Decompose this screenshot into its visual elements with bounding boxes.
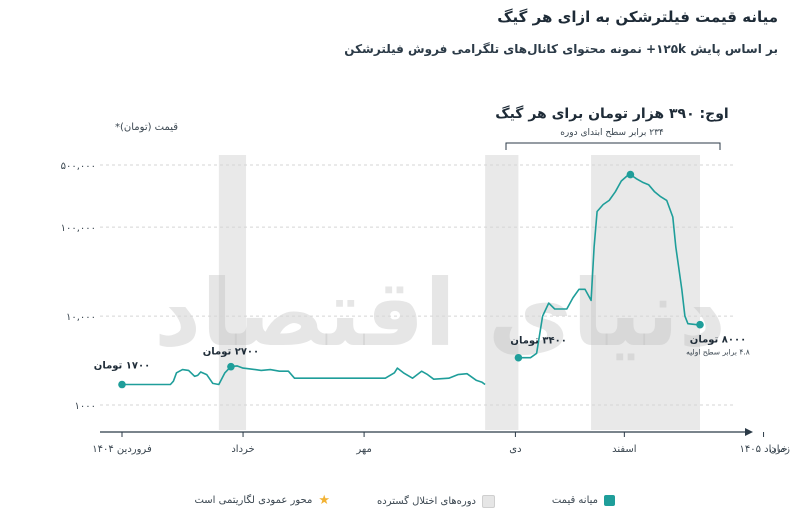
point-label-0: ۱۷۰۰ تومان: [94, 361, 150, 372]
disruption-band-0: [218, 155, 247, 430]
data-point-3: [696, 320, 704, 329]
series-line-segment-1: [518, 173, 700, 359]
legend-swatch-disruption: [482, 495, 495, 508]
x-axis-arrow-icon: [745, 428, 753, 436]
legend-swatch-median: [604, 495, 615, 506]
y-tick-label-0: ۱۰۰۰: [75, 401, 96, 412]
x-tick-label-2: مهر: [355, 444, 371, 455]
point-label-2: ۳۴۰۰ تومان: [510, 336, 566, 347]
peak-note: ۲۳۴ برابر سطح ابتدای دوره: [560, 128, 664, 138]
y-tick-label-1: ۱۰,۰۰۰: [66, 312, 96, 323]
peak-point: [626, 170, 635, 179]
star-icon: ★: [318, 493, 330, 508]
y-axis-label: قیمت (تومان)*: [115, 122, 178, 133]
point-note-3: ۴.۸ برابر سطح اولیه: [686, 348, 750, 357]
legend-item-median: میانه قیمت: [552, 495, 615, 506]
x-tick-label-4: اسفند: [612, 444, 636, 455]
data-point-2: [514, 353, 523, 362]
legend-label-log-note: محور عمودی لگاریتمی است: [194, 495, 313, 506]
x-tick-label-3: دی: [509, 444, 521, 455]
series-line-segment-0: [122, 365, 486, 386]
chart-title: میانه قیمت فیلترشکن به ازای هر گیگ: [497, 8, 778, 26]
data-point-1: [227, 362, 235, 371]
peak-bracket: [505, 142, 721, 150]
x-axis-label: زمان: [769, 444, 790, 455]
x-tick-label-0: فروردین ۱۴۰۴: [92, 444, 152, 455]
point-label-3: ۸۰۰۰ تومان: [690, 335, 746, 346]
x-tick-label-5: خرداد ۱۴۰۵: [740, 444, 788, 455]
legend-label-median: میانه قیمت: [551, 495, 598, 506]
peak-label: اوج: ۳۹۰ هزار تومان برای هر گیگ: [495, 105, 728, 122]
y-tick-label-2: ۱۰۰,۰۰۰: [61, 223, 96, 234]
legend-item-disruption: دوره‌های اختلال گسترده: [377, 495, 495, 508]
chart-subtitle: بر اساس پایش ۱۲۵k+ نمونه محتوای کانال‌ها…: [344, 42, 778, 56]
point-label-1: ۲۷۰۰ تومان: [203, 347, 259, 358]
legend-item-log-note: ★ محور عمودی لگاریتمی است: [194, 493, 330, 508]
y-tick-label-3: ۵۰۰,۰۰۰: [61, 161, 96, 172]
legend-label-disruption: دوره‌های اختلال گسترده: [377, 496, 476, 507]
data-point-0: [118, 380, 126, 389]
disruption-band-1: [485, 155, 519, 430]
x-tick-label-1: خرداد: [231, 444, 254, 455]
watermark-text: دنیای اقتصاد: [154, 260, 726, 367]
